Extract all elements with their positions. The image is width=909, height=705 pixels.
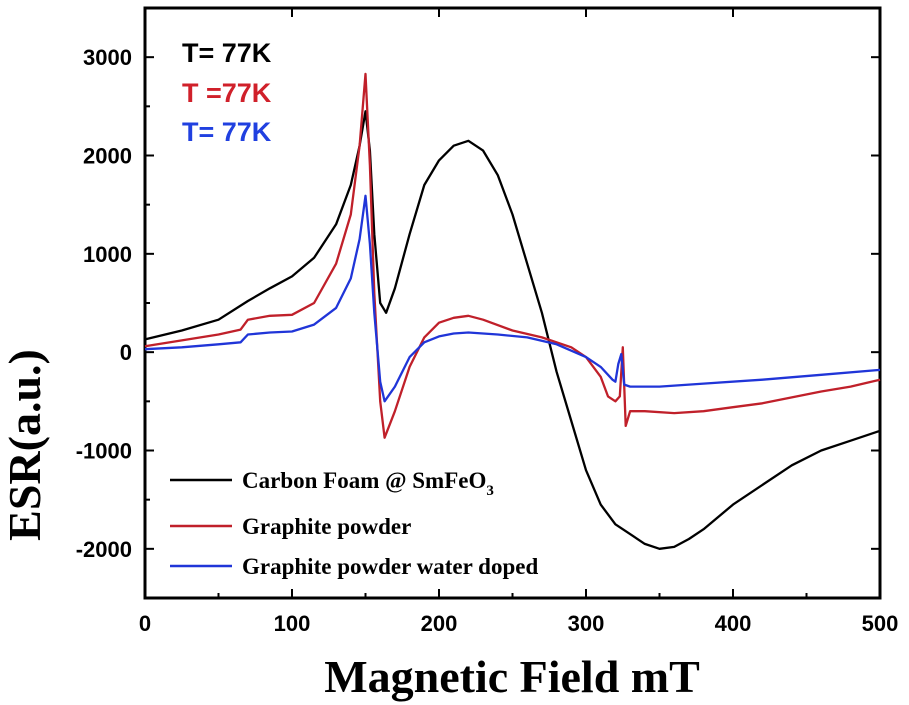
y-tick-label: -2000 xyxy=(76,537,132,562)
y-tick-label: 0 xyxy=(120,340,132,365)
legend-label-carbon-foam: Carbon Foam @ SmFeO3 xyxy=(242,468,494,499)
legend-label-carbon-foam-subscript: 3 xyxy=(486,483,494,499)
x-axis-title: Magnetic Field mT xyxy=(324,651,700,702)
series-line-graphite-powder xyxy=(144,72,881,439)
series-line-graphite-powder-water-doped xyxy=(144,194,881,403)
legend-label-carbon-foam-main: Carbon Foam @ SmFeO xyxy=(242,468,486,494)
annotation-red: T =77K xyxy=(182,78,272,108)
x-tick-label: 0 xyxy=(139,611,151,636)
x-tick-label: 200 xyxy=(421,611,458,636)
annotation-black: T= 77K xyxy=(182,38,272,68)
legend-label-graphite-powder: Graphite powder xyxy=(242,514,411,539)
y-axis-title: ESR(a.u.) xyxy=(0,349,50,541)
temperature-annotations: T= 77K T =77K T= 77K xyxy=(182,38,272,147)
x-tick-label: 400 xyxy=(715,611,752,636)
y-tick-label: 2000 xyxy=(83,144,132,169)
legend: Carbon Foam @ SmFeO3 Graphite powder Gra… xyxy=(170,468,538,579)
annotation-blue: T= 77K xyxy=(182,117,272,147)
y-tick-label: -1000 xyxy=(76,439,132,464)
x-tick-label: 100 xyxy=(274,611,311,636)
y-tick-label: 3000 xyxy=(83,45,132,70)
x-tick-label: 300 xyxy=(568,611,605,636)
x-tick-label: 500 xyxy=(862,611,899,636)
series-layer xyxy=(144,72,881,550)
y-tick-label: 1000 xyxy=(83,242,132,267)
series-line-carbon-foam-smfeo3 xyxy=(144,110,881,550)
axis-ticks: 0 100 200 300 400 500 -2000 -1000 0 1000 2000 3000 xyxy=(76,8,899,636)
legend-label-graphite-water-doped: Graphite powder water doped xyxy=(242,554,538,579)
